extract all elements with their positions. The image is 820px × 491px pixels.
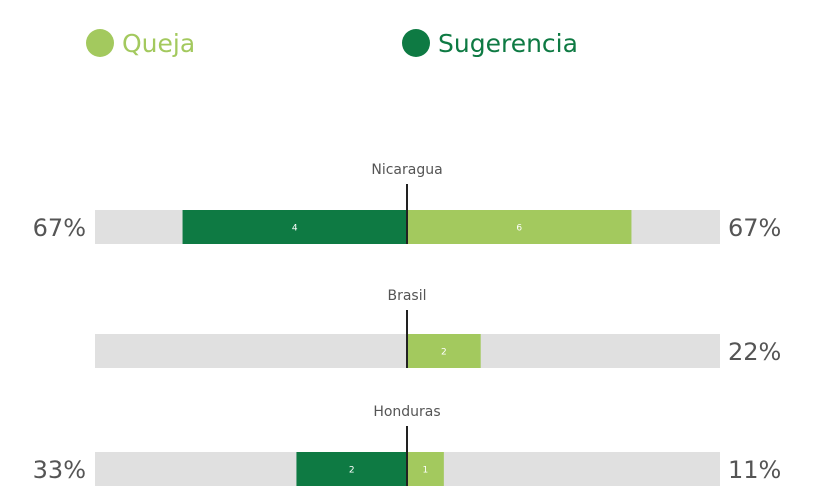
- legend-swatch: [86, 29, 114, 57]
- percent-label: 11%: [728, 456, 781, 484]
- bar-count: 2: [441, 348, 447, 358]
- bar-count: 4: [292, 224, 298, 234]
- category-label: Nicaragua: [371, 162, 442, 178]
- percent-label: 22%: [728, 338, 781, 366]
- bar: [407, 452, 444, 486]
- category-label: Honduras: [373, 404, 440, 420]
- bar: [182, 210, 407, 244]
- bar-count: 1: [423, 466, 429, 476]
- percent-label: 67%: [33, 214, 86, 242]
- bar: [296, 452, 407, 486]
- bar: [407, 210, 632, 244]
- legend-label: Queja: [122, 29, 195, 58]
- bar: [407, 334, 481, 368]
- percent-label: 33%: [33, 456, 86, 484]
- percent-label: 67%: [728, 214, 781, 242]
- category-label: Brasil: [387, 288, 426, 304]
- legend-label: Sugerencia: [438, 29, 578, 58]
- bar-count: 2: [349, 466, 355, 476]
- bar-count: 6: [516, 224, 522, 234]
- legend-swatch: [402, 29, 430, 57]
